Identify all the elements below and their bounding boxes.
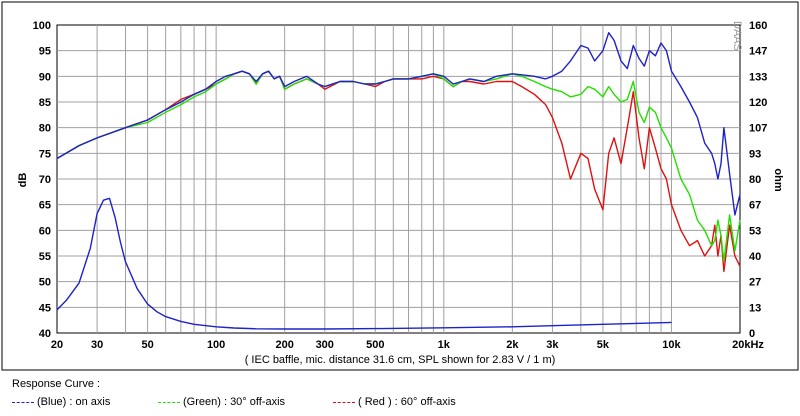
y-axis-label: dB	[17, 173, 29, 188]
y2-tick-label: 53	[749, 225, 761, 237]
legend-label-red: ( Red ) : 60° off-axis	[358, 396, 456, 408]
x-tick-label: 300	[316, 339, 334, 351]
y-tick-label: 80	[39, 123, 51, 135]
x-tick-label: 20	[51, 339, 63, 351]
series-line-on-axis	[56, 32, 741, 216]
x-tick-label: 3k	[546, 339, 559, 351]
legend-item-green: (Green) : 30° off-axis	[158, 396, 285, 408]
y2-tick-label: 133	[749, 71, 767, 83]
y-tick-label: 60	[39, 225, 51, 237]
y-tick-label: 70	[39, 174, 51, 186]
x-tick-label: 100	[207, 339, 225, 351]
curves	[56, 32, 741, 330]
legend-title: Response Curve :	[12, 378, 101, 390]
legend-item-red: ( Red ) : 60° off-axis	[333, 396, 456, 408]
x-tick-label: 200	[275, 339, 293, 351]
x-tick-label: 500	[366, 339, 384, 351]
x-tick-labels: 20 30 50 100 200 300 500 1k 2k 3k 5k 10k 20kHz	[51, 339, 765, 351]
legend-line-blue	[12, 401, 34, 403]
x-tick-label: 5k	[597, 339, 610, 351]
legend-label-blue: (Blue) : on axis	[37, 396, 111, 408]
legend-label-green: (Green) : 30° off-axis	[183, 396, 286, 408]
x-tick-label: 30	[91, 339, 103, 351]
x-tick-label: 50	[141, 339, 153, 351]
y-tick-label: 95	[39, 46, 51, 58]
y2-tick-label: 67	[749, 200, 761, 212]
y2-tick-label: 0	[749, 328, 755, 340]
y2-tick-label: 80	[749, 174, 761, 186]
x-tick-label: 1k	[438, 339, 451, 351]
y2-tick-label: 93	[749, 148, 761, 160]
x-tick-label: 10k	[662, 339, 681, 351]
y2-tick-label: 160	[749, 20, 767, 32]
y2-tick-label: 147	[749, 46, 767, 58]
x-axis-caption: ( IEC baffle, mic. distance 31.6 cm, SPL…	[245, 354, 556, 366]
legend-item-blue: (Blue) : on axis	[12, 396, 110, 408]
watermark: DAAS	[731, 21, 743, 51]
y-tick-label: 100	[33, 20, 51, 32]
x-tick-label: 2k	[506, 339, 519, 351]
y-tick-label: 75	[39, 148, 51, 160]
y-tick-label: 65	[39, 200, 51, 212]
y2-tick-label: 13	[749, 302, 761, 314]
y2-tick-label: 27	[749, 277, 761, 289]
y2-tick-label: 107	[749, 123, 767, 135]
y-tick-label: 40	[39, 328, 51, 340]
x-tick-label: 20kHz	[732, 339, 764, 351]
y-tick-label: 90	[39, 71, 51, 83]
y-tick-label: 45	[39, 302, 51, 314]
y2-tick-labels: 0 13 27 40 53 67 80 93 107 120 133 147 160	[749, 20, 767, 340]
y-tick-label: 85	[39, 97, 51, 109]
y-tick-labels: 40 45 50 55 60 65 70 75 80 85 90 95 100	[33, 20, 51, 340]
y-tick-label: 55	[39, 251, 51, 263]
y2-axis-label: ohm	[772, 168, 784, 191]
y-tick-label: 50	[39, 277, 51, 289]
series-line-impedance	[56, 197, 672, 330]
legend-line-green	[158, 401, 180, 403]
y2-tick-label: 40	[749, 251, 761, 263]
legend-line-red	[333, 401, 355, 403]
y2-tick-label: 120	[749, 97, 767, 109]
